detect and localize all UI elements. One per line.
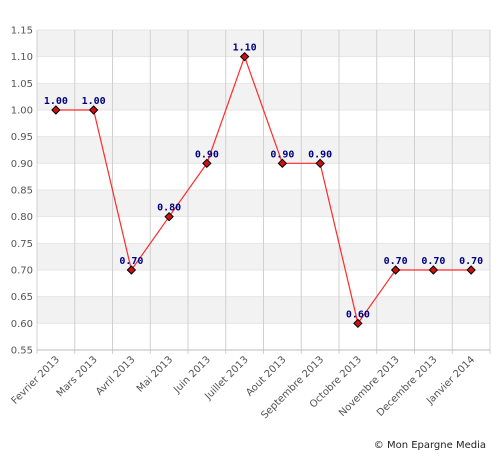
copyright-credit: © Mon Epargne Media — [373, 440, 486, 451]
data-label: 1.00 — [44, 96, 68, 107]
data-label: 1.10 — [233, 43, 257, 54]
y-tick-label: 1.10 — [11, 52, 33, 63]
y-tick-label: 1.05 — [11, 79, 33, 90]
y-tick-label: 0.65 — [11, 292, 33, 303]
y-tick-label: 0.85 — [11, 186, 33, 197]
data-label: 0.90 — [270, 149, 294, 160]
data-point-marker — [88, 105, 99, 115]
y-tick-label: 0.95 — [11, 132, 33, 143]
x-tick-label: Fevrier 2013 — [10, 354, 62, 406]
data-label: 0.80 — [157, 203, 181, 214]
series-polyline — [55, 54, 472, 325]
y-tick-label: 0.80 — [11, 212, 33, 223]
data-point-marker — [466, 265, 476, 275]
y-axis-ticks: 0.55 0.60 0.65 0.70 0.75 0.80 0.85 0.90 0.95 1.00… — [11, 26, 33, 357]
data-label: 1.00 — [82, 96, 106, 107]
data-label: 0.70 — [459, 256, 483, 267]
data-label: 0.60 — [346, 309, 370, 320]
data-point-marker — [126, 265, 137, 275]
data-labels: 1.00 1.00 0.70 0.80 0.90 1.10 0.90 0.90 0.60 0.70… — [44, 43, 483, 321]
x-tick-label: Avril 2013 — [94, 354, 137, 397]
data-point-marker — [353, 318, 363, 329]
data-label: 0.70 — [421, 256, 445, 267]
y-tick-label: 1.15 — [11, 26, 33, 37]
data-point-marker — [51, 105, 61, 115]
y-tick-label: 1.00 — [11, 106, 33, 117]
data-point-marker — [202, 158, 212, 169]
y-tick-label: 0.60 — [11, 319, 33, 330]
data-label: 0.90 — [308, 149, 332, 160]
data-point-marker — [164, 211, 174, 222]
y-tick-label: 0.75 — [11, 239, 33, 250]
x-tick-label: Mai 2013 — [135, 354, 175, 394]
y-tick-label: 0.70 — [11, 266, 33, 277]
data-point-marker — [428, 265, 439, 275]
data-point-marker — [390, 265, 401, 275]
data-point-marker — [239, 51, 250, 62]
y-tick-label: 0.90 — [11, 159, 33, 170]
x-tick-label: Mars 2013 — [55, 354, 100, 399]
data-label: 0.70 — [384, 256, 408, 267]
y-tick-label: 0.55 — [11, 346, 33, 357]
series-line — [55, 54, 472, 325]
data-label: 0.70 — [119, 256, 143, 267]
data-label: 0.90 — [195, 149, 219, 160]
data-point-marker — [315, 158, 325, 169]
data-point-marker — [277, 158, 288, 169]
series-markers — [51, 51, 476, 329]
